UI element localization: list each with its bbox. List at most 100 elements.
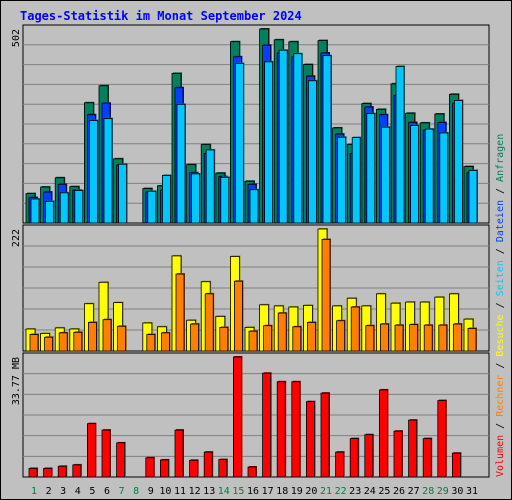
x-tick-label: 13 — [203, 486, 215, 497]
x-tick-label: 22 — [335, 486, 347, 497]
bar-requests-seiten-28 — [424, 128, 435, 224]
bar-visits-rechner-14 — [219, 326, 229, 352]
bar-face — [220, 176, 230, 224]
bar-face — [101, 429, 111, 478]
chart-title: Tages-Statistik im Monat September 2024 — [20, 9, 302, 23]
bar-face — [409, 324, 419, 352]
bar-face — [305, 401, 315, 478]
bar-visits-rechner-19 — [292, 325, 302, 352]
bar-volume-volumen-20 — [305, 400, 316, 478]
bar-face — [468, 170, 478, 224]
bar-volume-volumen-23 — [349, 437, 360, 478]
bar-face — [189, 459, 199, 478]
x-tick-label: 1 — [31, 486, 37, 497]
bar-volume-volumen-1 — [28, 467, 38, 478]
bar-visits-rechner-27 — [409, 323, 419, 352]
bar-volume-volumen-15 — [232, 356, 243, 478]
bar-volume-volumen-21 — [320, 392, 330, 478]
bar-face — [366, 113, 376, 224]
bar-volume-volumen-14 — [218, 458, 228, 478]
bar-requests-seiten-30 — [453, 99, 464, 224]
bar-face — [117, 325, 126, 352]
bar-volume-volumen-17 — [262, 372, 272, 478]
bar-volume-volumen-24 — [364, 433, 374, 478]
bar-face — [321, 239, 331, 352]
bar-face — [29, 334, 39, 352]
bar-face — [437, 400, 447, 478]
bar-face — [394, 324, 404, 352]
bar-requests-seiten-18 — [278, 49, 289, 224]
bar-face — [191, 173, 201, 224]
bar-volume-volumen-22 — [335, 451, 345, 478]
bar-face — [30, 198, 40, 224]
bar-requests-seiten-7 — [118, 163, 128, 224]
x-tick-label: 29 — [437, 486, 449, 497]
bar-volume-volumen-13 — [203, 451, 214, 478]
bar-face — [350, 306, 360, 352]
bar-face — [322, 55, 332, 224]
bar-volume-volumen-30 — [451, 452, 462, 478]
bar-face — [190, 323, 200, 352]
x-tick-label: 30 — [451, 486, 463, 497]
x-tick-label: 9 — [148, 486, 154, 497]
bar-face — [423, 324, 433, 352]
bar-volume-volumen-25 — [378, 388, 389, 478]
bar-face — [453, 100, 463, 224]
bar-visits-rechner-21 — [321, 238, 331, 352]
bar-face — [452, 323, 462, 352]
bar-volume-volumen-26 — [393, 430, 403, 478]
bar-visits-rechner-18 — [277, 312, 288, 352]
bar-visits-rechner-3 — [58, 331, 69, 352]
bar-face — [44, 336, 53, 352]
bar-face — [116, 442, 125, 478]
bar-requests-seiten-15 — [234, 62, 245, 224]
bar-face — [248, 330, 258, 352]
bar-visits-rechner-11 — [175, 273, 185, 352]
bar-volume-volumen-4 — [72, 463, 82, 478]
x-tick-label: 8 — [133, 486, 139, 497]
bar-visits-rechner-4 — [73, 331, 83, 352]
bar-visits-rechner-9 — [146, 333, 156, 352]
bar-face — [232, 356, 242, 478]
bar-face — [262, 372, 272, 478]
bar-visits-rechner-13 — [204, 292, 215, 352]
bar-volume-volumen-12 — [189, 459, 199, 478]
bar-face — [307, 80, 317, 224]
bar-volume-volumen-7 — [116, 441, 126, 478]
bar-visits-rechner-10 — [160, 331, 171, 352]
bar-face — [379, 323, 389, 352]
max-label-visits: 222 — [11, 229, 22, 247]
x-tick-label: 28 — [422, 486, 434, 497]
bar-face — [336, 320, 346, 352]
bar-visits-rechner-25 — [379, 323, 390, 352]
bar-face — [263, 325, 273, 352]
bar-face — [278, 49, 288, 224]
bar-face — [422, 438, 432, 478]
bar-requests-seiten-20 — [307, 79, 318, 224]
bar-face — [147, 190, 157, 224]
x-tick-label: 16 — [247, 486, 259, 497]
bar-requests-seiten-5 — [89, 119, 99, 224]
bar-face — [335, 451, 345, 478]
x-tick-label: 25 — [378, 486, 390, 497]
bar-visits-rechner-20 — [306, 321, 317, 352]
legend-part: / — [495, 357, 506, 375]
x-tick-label: 3 — [60, 486, 66, 497]
bar-visits-rechner-23 — [350, 306, 361, 352]
bar-face — [408, 419, 418, 478]
bar-requests-seiten-31 — [468, 169, 478, 224]
bar-face — [264, 61, 274, 224]
bar-volume-volumen-3 — [57, 465, 68, 478]
bar-face — [276, 381, 286, 478]
x-tick-label: 12 — [189, 486, 201, 497]
bar-volume-volumen-18 — [276, 380, 287, 478]
chart-panels: 502 222 33.77 MB — [11, 24, 490, 478]
bar-face — [160, 332, 170, 352]
legend-part: / — [495, 242, 506, 260]
bar-face — [378, 389, 388, 478]
bar-volume-volumen-11 — [174, 429, 184, 478]
bar-visits-rechner-26 — [394, 324, 404, 352]
x-tick-label: 7 — [119, 486, 125, 497]
x-tick-label: 26 — [393, 486, 405, 497]
bar-requests-seiten-26 — [395, 65, 405, 224]
